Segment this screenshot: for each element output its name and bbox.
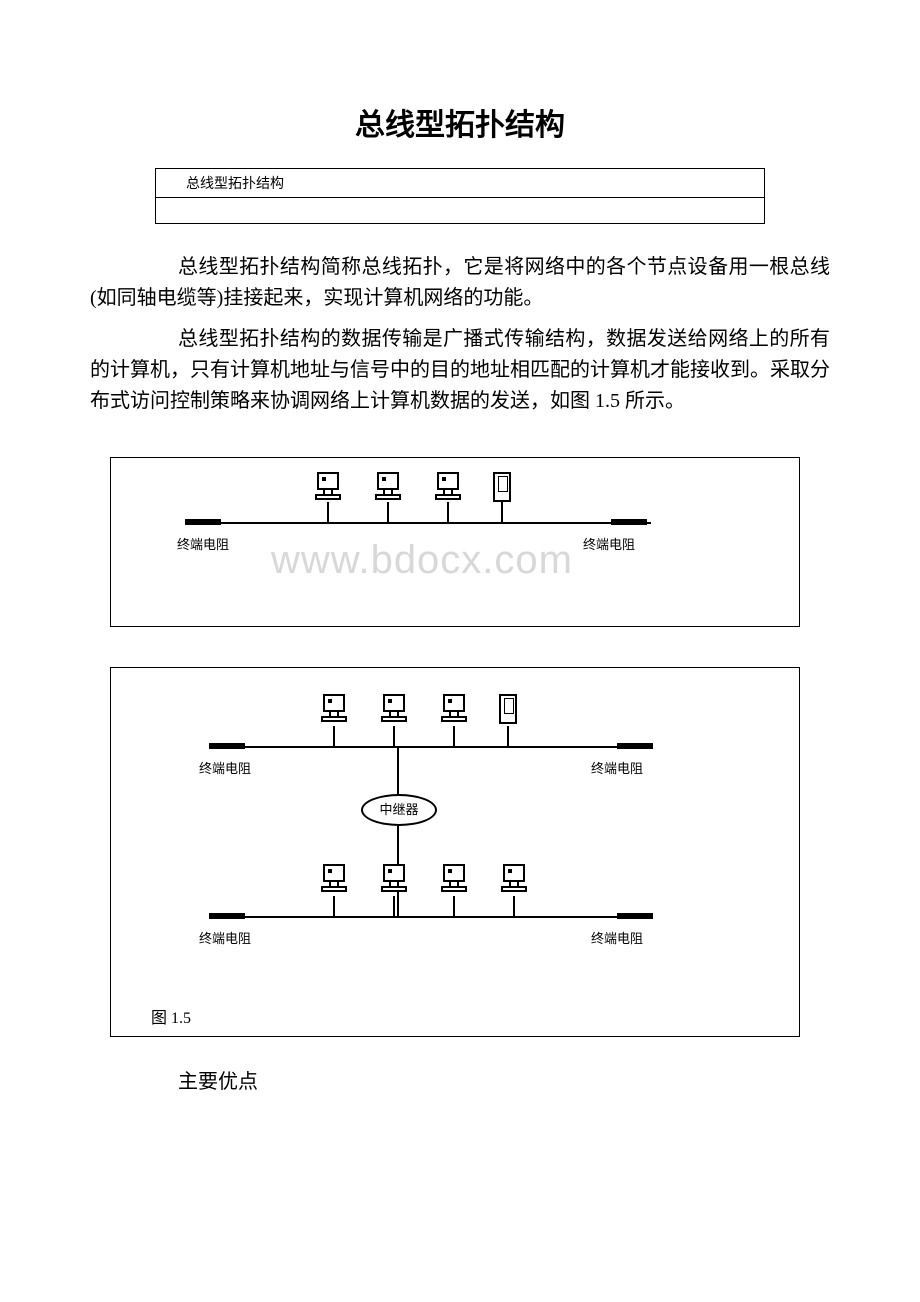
terminator-bottom-left-label: 终端电阻 <box>199 928 251 947</box>
drop-b1 <box>333 896 335 916</box>
computer-icon <box>319 864 349 894</box>
vlink-top <box>397 746 399 794</box>
terminator-top-right <box>617 743 653 749</box>
terminator-left-label: 终端电阻 <box>177 534 229 553</box>
topic-table: 总线型拓扑结构 <box>155 168 765 224</box>
figure-caption: 图 1.5 <box>151 1004 191 1028</box>
terminator-top-left-label: 终端电阻 <box>199 758 251 777</box>
drop-b2 <box>393 896 395 916</box>
server-icon <box>499 694 517 724</box>
computer-icon <box>313 472 343 502</box>
drop-t4 <box>507 726 509 746</box>
topic-row-2 <box>156 198 765 224</box>
topic-row-1: 总线型拓扑结构 <box>156 169 765 198</box>
computer-icon <box>439 864 469 894</box>
terminator-bottom-right <box>617 913 653 919</box>
repeater-node: 中继器 <box>361 794 437 826</box>
computer-icon <box>433 472 463 502</box>
terminator-top-right-label: 终端电阻 <box>591 758 643 777</box>
bus-diagram-1: 终端电阻 终端电阻 <box>181 472 681 562</box>
terminator-right <box>611 519 647 525</box>
computer-icon <box>439 694 469 724</box>
terminator-bottom-right-label: 终端电阻 <box>591 928 643 947</box>
bus-line-bottom <box>235 916 645 918</box>
server-icon <box>493 472 511 502</box>
drop-2 <box>387 502 389 522</box>
terminator-left <box>185 519 221 525</box>
section-heading-advantages: 主要优点 <box>90 1065 830 1094</box>
paragraph-1: 总线型拓扑结构简称总线拓扑，它是将网络中的各个节点设备用一根总线(如同轴电缆等)… <box>90 252 830 314</box>
drop-t3 <box>453 726 455 746</box>
computer-icon <box>379 864 409 894</box>
computer-icon <box>379 694 409 724</box>
terminator-bottom-left <box>209 913 245 919</box>
computer-icon <box>499 864 529 894</box>
paragraph-2: 总线型拓扑结构的数据传输是广播式传输结构，数据发送给网络上的所有的计算机，只有计… <box>90 324 830 417</box>
bus-line <box>211 522 651 524</box>
drop-1 <box>327 502 329 522</box>
page-title: 总线型拓扑结构 <box>90 100 830 144</box>
drop-3 <box>447 502 449 522</box>
terminator-top-left <box>209 743 245 749</box>
bus-line-top <box>235 746 645 748</box>
drop-t1 <box>333 726 335 746</box>
drop-t2 <box>393 726 395 746</box>
drop-b4 <box>513 896 515 916</box>
bus-diagram-2: 终端电阻 终端电阻 中继器 终端电阻 终端电阻 <box>181 682 701 982</box>
terminator-right-label: 终端电阻 <box>583 534 635 553</box>
figure-1-box: www.bdocx.com 终端电阻 终端电阻 <box>110 457 800 627</box>
figure-2-box: 终端电阻 终端电阻 中继器 终端电阻 终端电阻 <box>110 667 800 1037</box>
drop-4 <box>501 502 503 522</box>
computer-icon <box>373 472 403 502</box>
computer-icon <box>319 694 349 724</box>
drop-b3 <box>453 896 455 916</box>
